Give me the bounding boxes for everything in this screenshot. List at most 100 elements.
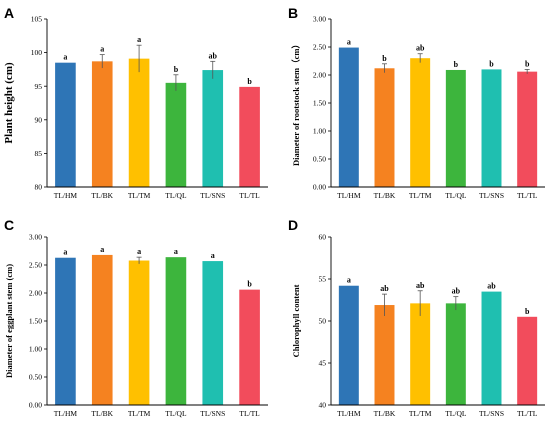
panel-a-significance-1: a: [100, 45, 104, 54]
panel-b-y-tick-label: 3.00: [313, 15, 326, 24]
panel-d-x-tick-label-3: TL/QL: [445, 409, 467, 418]
panel-c-significance-3: a: [174, 247, 178, 256]
panel-c-y-tick-label: 1.50: [29, 317, 42, 326]
panel-c-bar-3: [165, 257, 187, 405]
panel-a-x-tick-label-5: TL/TL: [239, 191, 260, 200]
panel-d-bar-5: [517, 316, 538, 405]
panel-b-bar-0: [338, 47, 359, 188]
panel-d-x-tick-label-1: TL/BK: [374, 409, 396, 418]
panel-c-y-tick-label: 0.00: [29, 401, 42, 410]
panel-b-significance-4: b: [489, 59, 494, 68]
panel-b-significance-0: a: [347, 38, 351, 47]
panel-c-bar-2: [128, 260, 150, 405]
panel-b-bar-4: [481, 69, 502, 187]
panel-c-significance-2: a: [137, 247, 141, 256]
panel-a-y-axis-label: Plant height (cm): [3, 62, 15, 144]
panel-b-y-axis-label: Diameter of rootstock stem（cm）: [291, 40, 301, 166]
panel-d-bar-2: [410, 303, 431, 405]
panel-a-x-tick-label-3: TL/QL: [165, 191, 187, 200]
panel-d-significance-3: ab: [452, 287, 461, 296]
panel-a-x-tick-label-1: TL/BK: [91, 191, 113, 200]
panel-c-y-tick-label: 3.00: [29, 233, 42, 242]
panel-c-y-tick-label: 1.00: [29, 345, 42, 354]
panel-d-bar-3: [445, 303, 466, 405]
panel-d-y-axis-label: Chlorophyll content: [291, 284, 301, 357]
panel-b-y-tick-label: 2.50: [313, 43, 326, 52]
panel-c-significance-0: a: [63, 248, 67, 257]
panel-d-y-tick-label: 60: [319, 233, 327, 242]
panel-d-y-tick-label: 40: [319, 401, 327, 410]
panel-c-x-tick-label-1: TL/BK: [91, 409, 113, 418]
panel-c-y-tick-label: 2.50: [29, 261, 42, 270]
panel-b-bar-5: [517, 71, 538, 187]
panel-c-x-tick-label-4: TL/SNS: [200, 409, 225, 418]
panel-d-y-tick-label: 50: [319, 317, 327, 326]
panel-d-significance-0: a: [347, 276, 351, 285]
panel-a-bar-1: [91, 61, 113, 187]
panel-letter-c: C: [4, 217, 14, 233]
panel-b-bar-3: [445, 69, 466, 187]
panel-d-x-tick-label-0: TL/HM: [337, 409, 361, 418]
panel-d-x-tick-label-4: TL/SNS: [479, 409, 504, 418]
panel-a-y-tick-label: 105: [31, 15, 43, 24]
panel-a-significance-0: a: [63, 53, 67, 62]
panel-b-x-tick-label-5: TL/TL: [517, 191, 538, 200]
panel-a-significance-3: b: [174, 65, 179, 74]
panel-a-y-tick-label: 100: [31, 48, 43, 57]
panel-b-y-tick-label: 1.50: [313, 99, 326, 108]
panel-c-x-tick-label-2: TL/TM: [128, 409, 151, 418]
panel-d-bar-1: [374, 305, 395, 405]
panel-b-significance-2: ab: [416, 44, 425, 53]
panel-c-bar-4: [202, 261, 224, 405]
panel-d-significance-1: ab: [380, 284, 389, 293]
panel-c-y-axis-label: Diameter of eggplant stem (cm): [4, 264, 14, 378]
panel-c-x-tick-label-5: TL/TL: [239, 409, 260, 418]
panel-c-bar-0: [55, 257, 76, 405]
panel-d-x-tick-label-2: TL/TM: [409, 409, 432, 418]
panel-c-significance-5: b: [247, 280, 252, 289]
panel-b-bar-2: [410, 58, 431, 188]
panel-c: C Diameter of eggplant stem (cm) 0.00 0.50…: [4, 217, 268, 418]
panel-letter-d: D: [288, 217, 298, 233]
panel-d-significance-2: ab: [416, 281, 425, 290]
panel-c-significance-4: a: [211, 251, 215, 260]
panel-a-y-tick-label: 80: [35, 183, 43, 192]
panel-letter-b: B: [288, 5, 298, 21]
panel-b: B Diameter of rootstock stem（cm） 0.00 0.50…: [288, 5, 545, 200]
panel-b-x-tick-label-0: TL/HM: [337, 191, 361, 200]
panel-d-bar-0: [338, 285, 359, 405]
panel-a-bar-3: [165, 82, 187, 187]
panel-a-significance-2: a: [137, 35, 141, 44]
panel-d-y-tick-label: 45: [319, 359, 327, 368]
panel-a-significance-5: b: [247, 77, 252, 86]
panel-a-x-tick-label-0: TL/HM: [54, 191, 78, 200]
panel-c-significance-1: a: [100, 245, 104, 254]
panel-b-bar-1: [374, 68, 395, 187]
panel-letter-a: A: [4, 5, 14, 21]
panel-a-x-tick-label-2: TL/TM: [128, 191, 151, 200]
panel-d: D Chlorophyll content 40 45 50 55 60 a TL/HM ab T…: [288, 217, 545, 418]
panel-d-y-tick-label: 55: [319, 275, 327, 284]
panel-a-bar-2: [128, 58, 150, 188]
panel-a-bar-0: [55, 62, 76, 187]
panel-b-significance-3: b: [454, 60, 459, 69]
panel-d-significance-4: ab: [487, 282, 496, 291]
panel-d-bar-4: [481, 291, 502, 405]
panel-b-y-tick-label: 0.00: [313, 183, 326, 192]
panel-a: A Plant height (cm) 80 85 90 95 100 105 a TL/HM a…: [3, 5, 268, 200]
panel-c-x-tick-label-3: TL/QL: [165, 409, 187, 418]
panel-b-y-tick-label: 2.00: [313, 71, 326, 80]
panel-c-y-tick-label: 0.50: [29, 373, 42, 382]
panel-c-bar-1: [91, 254, 113, 405]
panel-b-y-tick-label: 1.00: [313, 127, 326, 136]
panel-a-x-tick-label-4: TL/SNS: [200, 191, 225, 200]
panel-b-significance-5: b: [525, 59, 530, 68]
panel-a-y-tick-label: 95: [35, 82, 43, 91]
panel-d-x-tick-label-5: TL/TL: [517, 409, 538, 418]
panel-c-bar-5: [239, 289, 260, 405]
panel-b-significance-1: b: [382, 54, 387, 63]
panel-b-x-tick-label-1: TL/BK: [374, 191, 396, 200]
panel-b-x-tick-label-4: TL/SNS: [479, 191, 504, 200]
panel-a-y-tick-label: 85: [35, 149, 43, 158]
